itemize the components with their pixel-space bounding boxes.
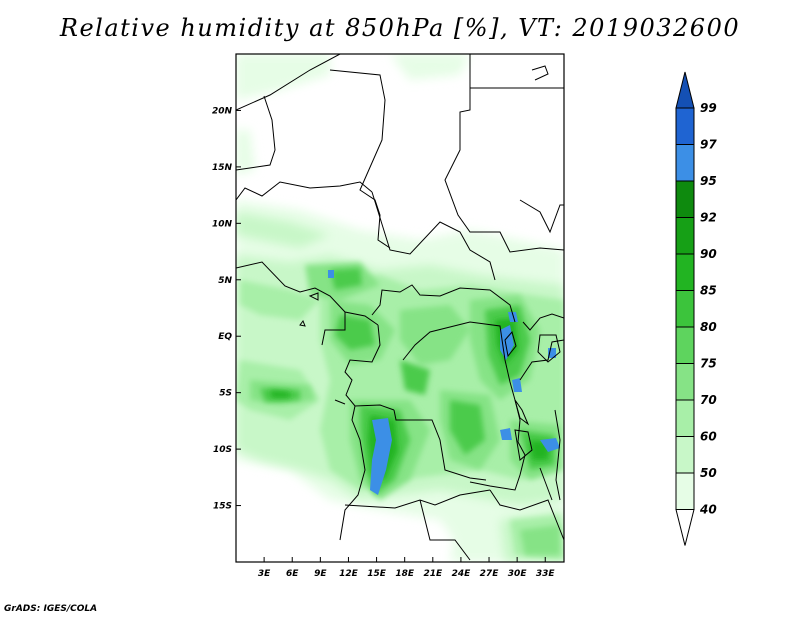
lon-tick-label: 27E bbox=[480, 569, 500, 579]
colorbar-box bbox=[675, 363, 695, 401]
lat-tick-label: 5S bbox=[219, 389, 232, 399]
colorbar-label: 92 bbox=[700, 211, 717, 225]
lat-tick-label: EQ bbox=[218, 332, 232, 342]
colorbar-box bbox=[675, 399, 695, 437]
lon-tick-label: 18E bbox=[395, 569, 415, 579]
credit-label: GrADS: IGES/COLA bbox=[4, 604, 98, 614]
lon-tick-label: 9E bbox=[314, 569, 327, 579]
colorbar-arrow-top bbox=[675, 71, 695, 109]
lon-tick-label: 21E bbox=[423, 569, 443, 579]
lat-tick-label: 10S bbox=[213, 445, 232, 455]
colorbar-label: 95 bbox=[700, 174, 717, 188]
lon-tick-label: 3E bbox=[258, 569, 271, 579]
colorbar-label: 70 bbox=[700, 393, 717, 407]
colorbar-box bbox=[675, 217, 695, 255]
lat-tick-label: 10N bbox=[212, 219, 233, 229]
colorbar-label: 50 bbox=[700, 466, 717, 480]
colorbar-label: 40 bbox=[699, 503, 717, 517]
colorbar-box bbox=[675, 290, 695, 328]
colorbar-box bbox=[675, 436, 695, 474]
colorbar-box bbox=[675, 107, 695, 145]
lon-tick-label: 12E bbox=[339, 569, 359, 579]
colorbar-box bbox=[675, 253, 695, 291]
lat-tick-label: 20N bbox=[212, 106, 233, 116]
lon-tick-label: 33E bbox=[536, 569, 556, 579]
lat-tick-label: 5N bbox=[218, 276, 232, 286]
lon-tick-label: 30E bbox=[508, 569, 528, 579]
colorbar-label: 85 bbox=[700, 284, 717, 298]
lon-tick-label: 24E bbox=[452, 569, 472, 579]
lon-tick-label: 6E bbox=[286, 569, 299, 579]
colorbar-box bbox=[675, 144, 695, 182]
humidity-field bbox=[236, 54, 564, 562]
lon-tick-label: 15E bbox=[367, 569, 387, 579]
colorbar-box bbox=[675, 180, 695, 218]
map-border bbox=[235, 53, 565, 563]
country-borders bbox=[236, 54, 564, 561]
map-axis-ticks: 3E 6E 9E 12E 15E 18E 21E 24E 27E 30E 33E 20N 15N 10N 5… bbox=[212, 106, 556, 579]
chart-title: Relative humidity at 850hPa [%], VT: 201… bbox=[59, 14, 741, 42]
colorbar-label: 60 bbox=[700, 430, 717, 444]
colorbar-arrow-bottom bbox=[675, 509, 695, 546]
map-frame: 3E 6E 9E 12E 15E 18E 21E 24E 27E 30E 33E 20N 15N 10N 5… bbox=[212, 53, 565, 579]
colorbar-label: 97 bbox=[700, 138, 717, 152]
lat-tick-label: 15N bbox=[212, 163, 233, 173]
lat-tick-label: 15S bbox=[213, 502, 232, 512]
colorbar-box bbox=[675, 472, 695, 510]
colorbar-label: 75 bbox=[700, 357, 717, 371]
colorbar-label: 99 bbox=[700, 101, 717, 115]
colorbar-label: 90 bbox=[700, 247, 717, 261]
colorbar-box bbox=[675, 326, 695, 364]
colorbar: 99 97 95 92 90 85 80 75 70 60 50 40 bbox=[675, 71, 717, 546]
colorbar-label: 80 bbox=[700, 320, 717, 334]
